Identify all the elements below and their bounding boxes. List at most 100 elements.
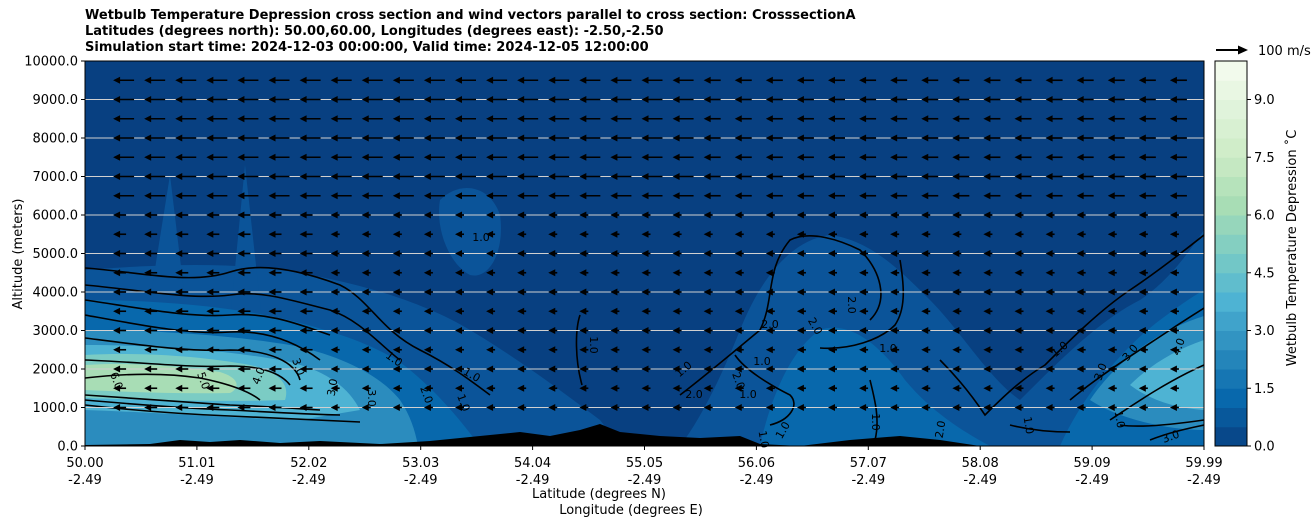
- colorbar-tick-label: 1.5: [1254, 382, 1275, 397]
- wind-vector: [455, 211, 464, 219]
- wind-vector: [890, 96, 908, 103]
- wind-vector: [796, 96, 814, 103]
- wind-vector: [983, 134, 1001, 142]
- contour-label: 3.0: [325, 378, 341, 397]
- wind-vector: [641, 288, 651, 296]
- wind-vector: [1138, 134, 1156, 142]
- wind-vector: [423, 96, 445, 103]
- wind-vector: [610, 134, 632, 142]
- wind-vector: [361, 192, 383, 200]
- wind-vector: [548, 384, 558, 392]
- wind-vector: [579, 76, 601, 84]
- colorbar-swatch: [1215, 215, 1247, 235]
- x-tick-label-lat: 55.05: [626, 456, 663, 471]
- wind-vector: [455, 134, 476, 142]
- wind-vector: [828, 230, 837, 238]
- wind-vector: [299, 346, 313, 354]
- wind-vector: [734, 230, 744, 238]
- wind-vector: [175, 173, 197, 180]
- wind-vector: [672, 365, 682, 373]
- wind-vector: [206, 269, 220, 277]
- wind-vector: [237, 76, 259, 84]
- wind-vector: [455, 346, 464, 354]
- wind-vector: [610, 307, 620, 315]
- wind-vector: [641, 211, 651, 219]
- wind-vector: [1107, 153, 1125, 161]
- wind-vector: [983, 307, 993, 315]
- wind-vector: [486, 250, 496, 257]
- wind-vector: [1014, 96, 1032, 103]
- wind-vector: [517, 115, 539, 123]
- wind-vector: [703, 153, 721, 161]
- wind-vector: [859, 288, 869, 296]
- wind-vector: [859, 384, 869, 392]
- wind-vector: [703, 384, 713, 392]
- wind-vector: [796, 153, 814, 161]
- wind-vector: [1076, 192, 1094, 200]
- wind-vector: [175, 346, 189, 354]
- wind-vector: [268, 384, 282, 392]
- colorbar-swatch: [1215, 407, 1247, 428]
- wind-vector: [486, 346, 496, 354]
- wind-vector: [392, 288, 402, 296]
- wind-vector: [828, 365, 837, 373]
- wind-vector: [703, 307, 713, 315]
- wind-vector: [455, 250, 464, 257]
- wind-vector: [859, 76, 877, 84]
- wind-vector: [517, 173, 539, 180]
- wind-vector: [455, 288, 464, 296]
- wind-vector: [1045, 327, 1055, 334]
- wind-vector: [1045, 307, 1055, 315]
- wind-vector: [1169, 96, 1187, 103]
- wind-vector: [1169, 134, 1187, 142]
- wind-vector: [579, 288, 589, 296]
- contour-label: 1.0: [1021, 416, 1037, 435]
- x-tick-label-lon: -2.49: [851, 473, 885, 488]
- wind-vector: [113, 307, 127, 315]
- colorbar-tick-label: 3.0: [1254, 324, 1275, 339]
- wind-vector: [206, 134, 228, 142]
- wind-vector: [144, 134, 166, 142]
- wind-vector: [330, 404, 340, 411]
- wind-vector: [672, 269, 682, 277]
- wind-vector: [237, 153, 259, 161]
- wind-vector: [330, 365, 340, 373]
- wind-vector: [392, 76, 414, 84]
- wind-vector: [983, 230, 993, 238]
- x-axis: 50.00 -2.49 51.01 -2.49 52.02 -2.49 53.03 -2.49…: [66, 446, 1223, 488]
- x-tick-label-lon: -2.49: [740, 473, 774, 488]
- y-tick-label: 2000.0: [33, 363, 79, 378]
- wind-vector: [983, 115, 1001, 123]
- wind-vector: [579, 269, 589, 277]
- x-tick-label-lat: 56.06: [738, 456, 775, 471]
- contour-band-1: [230, 165, 262, 320]
- wind-vector: [455, 96, 476, 103]
- quiver-key: 100 m/s: [1216, 44, 1311, 59]
- wind-vector: [144, 96, 166, 103]
- wind-vector: [828, 307, 837, 315]
- wind-vector: [1107, 115, 1125, 123]
- wind-vector: [330, 384, 340, 392]
- colorbar-tick-label: 0.0: [1254, 440, 1275, 455]
- x-tick-label-lon: -2.49: [628, 473, 662, 488]
- wind-vector: [237, 211, 251, 219]
- wind-vector: [921, 230, 931, 238]
- wind-vector: [796, 404, 806, 411]
- wind-vector: [268, 250, 282, 257]
- wind-vector: [144, 327, 158, 334]
- wind-vector: [486, 404, 496, 411]
- colorbar-swatch: [1215, 426, 1247, 447]
- wind-vector: [703, 404, 713, 411]
- wind-vector: [1107, 173, 1125, 180]
- wind-vector: [1107, 250, 1117, 257]
- wind-vector: [113, 384, 127, 392]
- wind-vector: [703, 230, 713, 238]
- wind-vector: [952, 173, 970, 180]
- wind-vector: [361, 365, 371, 373]
- wind-vector: [1107, 384, 1117, 392]
- wind-vector: [517, 384, 527, 392]
- wind-vector: [734, 307, 744, 315]
- wind-vector: [548, 250, 558, 257]
- wind-vector: [175, 115, 197, 123]
